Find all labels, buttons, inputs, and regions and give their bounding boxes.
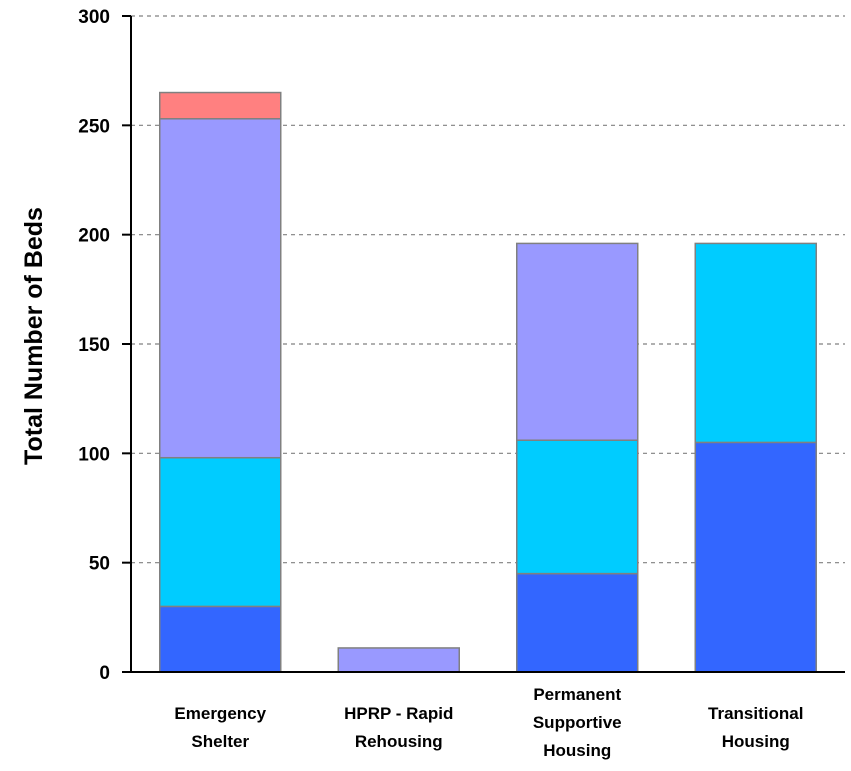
category-label: Permanent Supportive Housing: [533, 685, 622, 760]
y-tick-labels: 0 50 100 150 200 250 300: [78, 7, 110, 684]
category-labels: Emergency Shelter HPRP - Rapid Rehousing Per…: [174, 685, 803, 760]
bar-segment: [337, 647, 460, 673]
category-label-line: Permanent: [533, 685, 621, 704]
category-label-line: Shelter: [191, 732, 249, 751]
category-label: Transitional Housing: [708, 704, 803, 751]
category-label-line: Transitional: [708, 704, 803, 723]
category-label-line: Emergency: [174, 704, 266, 723]
category-label: Emergency Shelter: [174, 704, 266, 751]
bar-segment: [516, 242, 639, 441]
category-label-line: Supportive: [533, 713, 622, 732]
category-label-line: Rehousing: [355, 732, 443, 751]
y-tick-label: 100: [78, 444, 110, 465]
bar-segment: [516, 572, 639, 673]
category-label-line: Housing: [543, 741, 611, 760]
category-label: HPRP - Rapid Rehousing: [344, 704, 453, 751]
bar-segment: [159, 91, 282, 120]
y-axis-label: Total Number of Beds: [20, 207, 48, 465]
category-label-line: HPRP - Rapid: [344, 704, 453, 723]
y-tick-label: 0: [99, 663, 110, 684]
bar-segment: [516, 439, 639, 575]
axes: [122, 15, 845, 673]
y-tick-label: 250: [78, 116, 110, 137]
y-tick-label: 150: [78, 335, 110, 356]
bars: [159, 91, 817, 673]
bar-segment: [159, 456, 282, 608]
y-tick-label: 200: [78, 226, 110, 247]
bar-segment: [159, 118, 282, 459]
bar-segment: [694, 441, 817, 673]
bar-segment: [159, 605, 282, 673]
y-tick-label: 300: [78, 7, 110, 28]
bar-segment: [694, 242, 817, 444]
category-label-line: Housing: [722, 732, 790, 751]
y-tick-label: 50: [89, 554, 110, 575]
